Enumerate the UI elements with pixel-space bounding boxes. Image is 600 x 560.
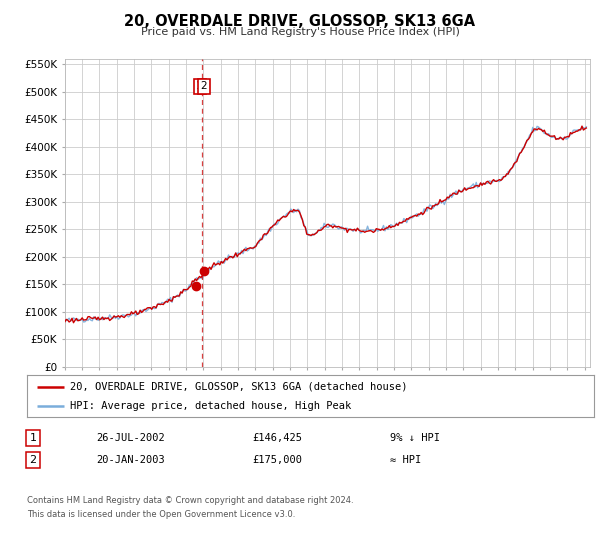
Text: 9% ↓ HPI: 9% ↓ HPI <box>390 433 440 443</box>
Text: Price paid vs. HM Land Registry's House Price Index (HPI): Price paid vs. HM Land Registry's House … <box>140 27 460 37</box>
Text: 20, OVERDALE DRIVE, GLOSSOP, SK13 6GA (detached house): 20, OVERDALE DRIVE, GLOSSOP, SK13 6GA (d… <box>70 381 407 391</box>
Text: ≈ HPI: ≈ HPI <box>390 455 421 465</box>
Text: 1: 1 <box>29 433 37 443</box>
Text: 2: 2 <box>29 455 37 465</box>
Text: 20, OVERDALE DRIVE, GLOSSOP, SK13 6GA: 20, OVERDALE DRIVE, GLOSSOP, SK13 6GA <box>124 14 476 29</box>
Text: £175,000: £175,000 <box>252 455 302 465</box>
Text: Contains HM Land Registry data © Crown copyright and database right 2024.: Contains HM Land Registry data © Crown c… <box>27 496 353 505</box>
Text: HPI: Average price, detached house, High Peak: HPI: Average price, detached house, High… <box>70 401 351 411</box>
Text: 26-JUL-2002: 26-JUL-2002 <box>96 433 165 443</box>
Text: 20-JAN-2003: 20-JAN-2003 <box>96 455 165 465</box>
Text: This data is licensed under the Open Government Licence v3.0.: This data is licensed under the Open Gov… <box>27 510 295 519</box>
Text: 2: 2 <box>200 81 207 91</box>
Text: £146,425: £146,425 <box>252 433 302 443</box>
Text: 1: 1 <box>196 81 203 91</box>
